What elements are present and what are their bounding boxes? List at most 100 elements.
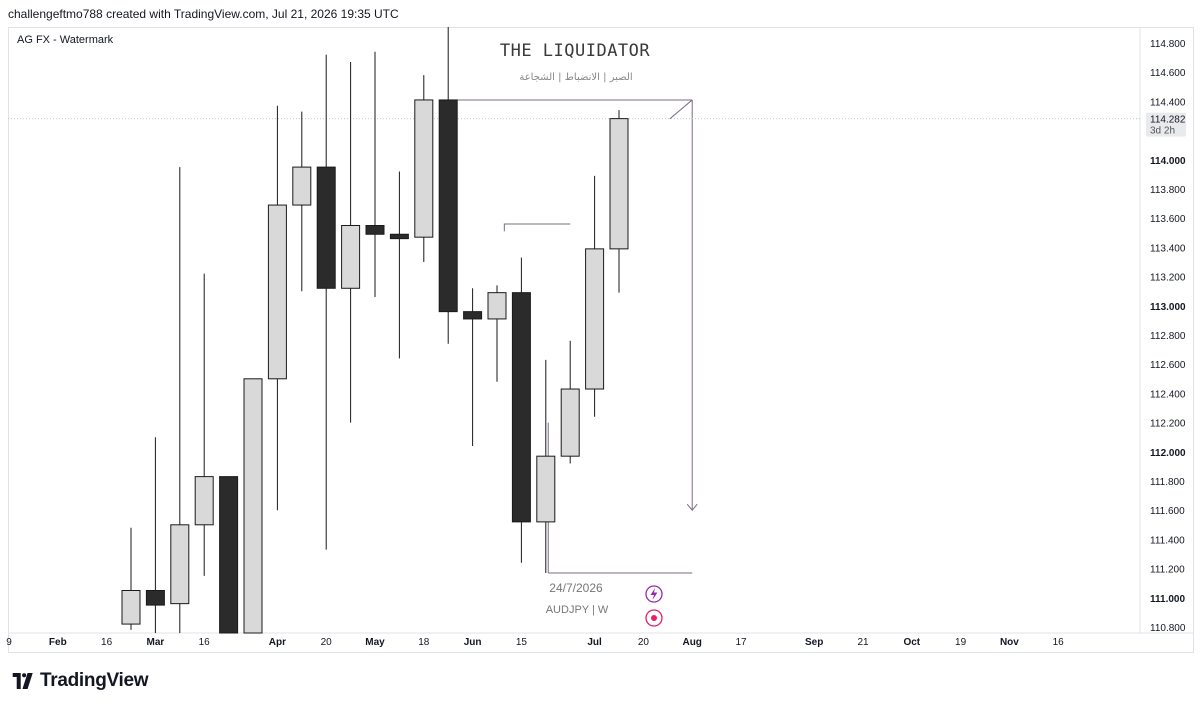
price-tick-label: 111.000: [1150, 594, 1185, 605]
record-icon[interactable]: [645, 609, 663, 627]
candle-body: [243, 378, 263, 634]
watermark-symbol: AUDJPY | W: [546, 604, 609, 616]
candle-body: [365, 225, 385, 235]
chart-frame: [8, 27, 1194, 653]
price-tick-label: 111.600: [1150, 506, 1185, 517]
time-tick-label: 9: [6, 637, 12, 648]
price-tick-label: 113.400: [1150, 243, 1186, 254]
time-axis[interactable]: 9 Feb 16 Mar 16 Apr 20 May 18 Jun 15 Jul 20 Aug 17 Sep 2…: [6, 637, 1064, 648]
price-tick-label: 114.400: [1150, 97, 1186, 108]
candle-body: [511, 292, 531, 523]
tradingview-logo[interactable]: TradingView: [12, 670, 149, 692]
chart-caption: challengeftmo788 created with TradingVie…: [8, 7, 399, 21]
price-tick-label: 112.000: [1150, 448, 1186, 459]
price-tick-label: 113.600: [1150, 214, 1186, 225]
candle-4: [219, 476, 239, 634]
time-tick-label: Mar: [147, 637, 165, 648]
time-tick-label: Nov: [1000, 637, 1019, 648]
candle-2: [170, 167, 190, 633]
candle-15: [487, 285, 507, 382]
time-tick-label: Sep: [805, 637, 823, 648]
candle-9: [341, 61, 361, 423]
candle-body: [560, 388, 580, 457]
time-tick-label: 20: [321, 637, 333, 648]
watermark-date: 24/7/2026: [549, 581, 603, 595]
candle-0: [121, 527, 141, 630]
candle-7: [292, 111, 312, 292]
price-tick-label: 113.000: [1150, 302, 1186, 313]
tradingview-logo-icon: [12, 673, 33, 689]
candle-10: [365, 51, 385, 298]
mid-level-line: [503, 223, 571, 232]
candle-body: [463, 311, 483, 320]
candle-body: [341, 225, 361, 289]
candle-11: [389, 171, 409, 359]
time-tick-label: 16: [101, 637, 113, 648]
candle-12: [414, 75, 434, 262]
indicator-label: AG FX - Watermark: [17, 34, 114, 46]
time-tick-label: 21: [857, 637, 869, 648]
candle-body: [267, 204, 287, 380]
candle-20: [609, 110, 629, 293]
price-tick-label: 112.800: [1150, 331, 1186, 342]
candle-19: [585, 175, 605, 417]
price-axis[interactable]: 114.800114.600114.400114.200114.000113.8…: [1150, 39, 1186, 634]
time-tick-label: May: [365, 637, 385, 648]
candle-13: [438, 27, 458, 344]
price-tick-label: 114.600: [1150, 68, 1186, 79]
candle-body: [170, 524, 190, 605]
time-tick-label: Jun: [464, 637, 482, 648]
candle-14: [463, 288, 483, 446]
down-arrow-head: [686, 503, 698, 511]
lightning-icon[interactable]: [645, 585, 663, 603]
candle-body: [292, 166, 312, 206]
price-tick-label: 112.400: [1150, 389, 1186, 400]
candle-body: [585, 248, 605, 390]
price-tick-label: 110.800: [1150, 623, 1186, 634]
candle-body: [316, 166, 336, 289]
price-tick-label: 111.800: [1150, 477, 1185, 488]
diagonal-line: [669, 99, 693, 120]
time-tick-label: Feb: [49, 637, 67, 648]
candle-body: [145, 590, 165, 606]
watermark-title: THE LIQUIDATOR: [500, 41, 651, 61]
time-tick-label: 16: [199, 637, 211, 648]
candle-body: [194, 476, 214, 526]
candle-body: [609, 118, 629, 250]
watermark-subtitle: الصبر | الانضباط | الشجاعة: [519, 72, 632, 83]
candle-1: [145, 437, 165, 633]
time-tick-label: Jul: [587, 637, 602, 648]
candle-body: [536, 455, 556, 523]
price-tick-label: 113.800: [1150, 185, 1186, 196]
annotations: [8, 99, 1140, 574]
time-tick-label: 19: [955, 637, 967, 648]
time-tick-label: Aug: [682, 637, 701, 648]
candle-body: [414, 99, 434, 238]
candle-body: [121, 590, 141, 625]
time-tick-label: 18: [418, 637, 430, 648]
candle-body: [219, 476, 239, 634]
candle-17: [536, 359, 556, 573]
time-tick-label: 20: [638, 637, 650, 648]
time-tick-label: Oct: [903, 637, 920, 648]
candle-8: [316, 54, 336, 550]
candle-5: [243, 378, 263, 634]
candle-body: [487, 292, 507, 320]
price-tick-label: 111.400: [1150, 535, 1185, 546]
candle-16: [511, 257, 531, 563]
price-tick-label: 114.800: [1150, 39, 1186, 50]
last-price-value: 114.282: [1150, 115, 1186, 126]
candles-group: [121, 27, 629, 634]
price-tick-label: 112.200: [1150, 419, 1186, 430]
candle-body: [389, 233, 409, 240]
tradingview-wordmark: TradingView: [40, 670, 149, 691]
last-price-countdown: 3d 2h: [1150, 126, 1175, 137]
candle-3: [194, 273, 214, 576]
time-tick-label: Apr: [269, 637, 286, 648]
candle-6: [267, 105, 287, 511]
time-tick-label: 15: [516, 637, 528, 648]
price-tick-label: 114.000: [1150, 156, 1186, 167]
last-price-label: 114.282 3d 2h: [1146, 112, 1186, 137]
time-tick-label: 17: [735, 637, 747, 648]
